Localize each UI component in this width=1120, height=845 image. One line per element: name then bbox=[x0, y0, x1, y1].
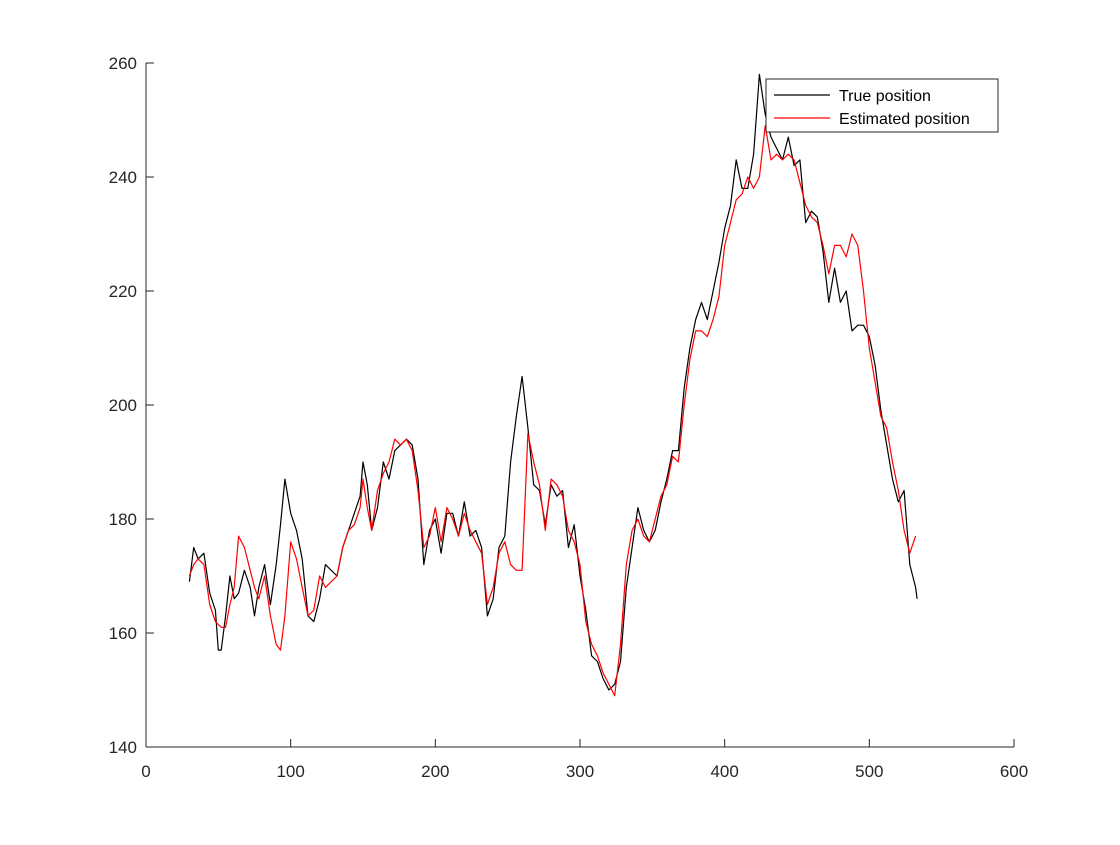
legend: True position Estimated position bbox=[765, 78, 999, 133]
x-tick-label: 0 bbox=[141, 762, 150, 781]
y-tick-label: 180 bbox=[109, 510, 137, 529]
y-tick-label: 140 bbox=[109, 738, 137, 757]
y-tick-label: 240 bbox=[109, 168, 137, 187]
legend-box bbox=[765, 78, 999, 133]
legend-label-estimated-position: Estimated position bbox=[839, 111, 970, 128]
x-tick-label: 300 bbox=[566, 762, 594, 781]
legend-label-true-position: True position bbox=[839, 88, 931, 105]
x-tick-label: 600 bbox=[1000, 762, 1028, 781]
y-tick-label: 200 bbox=[109, 396, 137, 415]
y-tick-label: 220 bbox=[109, 282, 137, 301]
y-tick-label: 160 bbox=[109, 624, 137, 643]
x-tick-label: 500 bbox=[855, 762, 883, 781]
x-tick-label: 400 bbox=[710, 762, 738, 781]
axes: 0 100 200 300 400 500 600 140 160 180 200 220 240 260 bbox=[109, 54, 1029, 781]
estimated-position-line bbox=[188, 125, 917, 697]
series-layer bbox=[188, 73, 918, 697]
x-tick-label: 100 bbox=[276, 762, 304, 781]
y-tick-label: 260 bbox=[109, 54, 137, 73]
x-tick-label: 200 bbox=[421, 762, 449, 781]
